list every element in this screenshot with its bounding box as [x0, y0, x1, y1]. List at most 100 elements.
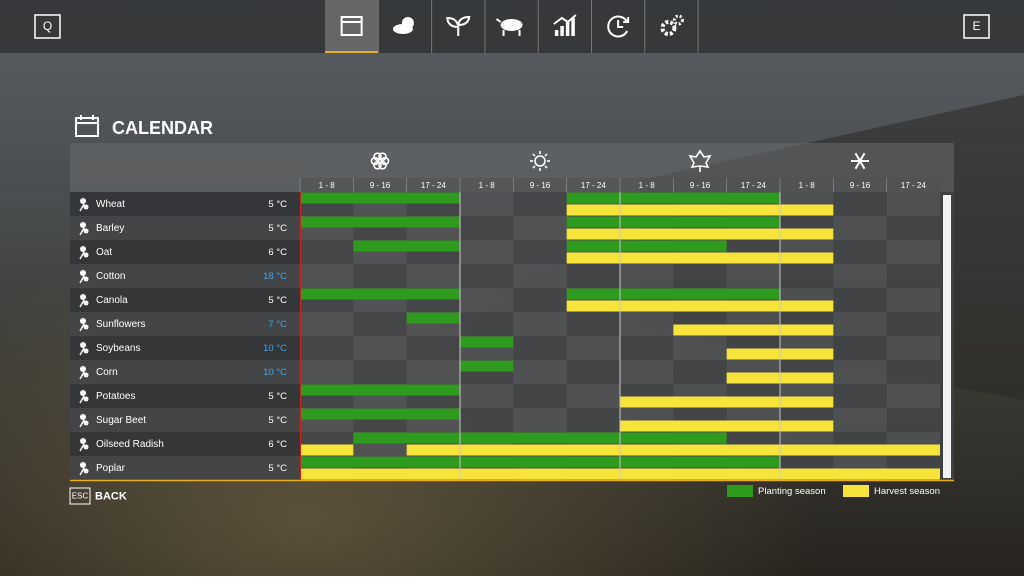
icon — [392, 24, 413, 34]
row-label-bg — [70, 240, 300, 264]
page-title: CALENDAR — [112, 118, 213, 138]
legend-label: Harvest season — [874, 486, 940, 497]
tab[interactable] — [446, 0, 486, 53]
crop-icon — [83, 204, 89, 210]
icon — [607, 15, 630, 38]
tab[interactable] — [553, 0, 592, 53]
planting-bar — [406, 312, 460, 324]
crop-icon — [80, 342, 86, 348]
row-label-bg — [70, 216, 300, 240]
crop-row: Barley 5 °C — [70, 216, 940, 240]
legend-swatch — [727, 485, 753, 497]
cell — [566, 384, 620, 408]
crop-name: Corn — [96, 367, 118, 378]
crop-temperature: 5 °C — [268, 391, 287, 402]
crop-name: Poplar — [96, 463, 126, 474]
crop-icon — [79, 443, 85, 452]
cell — [460, 312, 514, 336]
cell — [513, 408, 567, 432]
crop-icon — [83, 468, 89, 474]
crop-name: Oilseed Radish — [96, 439, 164, 450]
crop-icon — [83, 324, 89, 330]
crop-icon — [83, 372, 89, 378]
cell — [406, 264, 460, 288]
crop-temperature: 5 °C — [268, 223, 287, 234]
crop-row: Soybeans 10 °C — [70, 336, 940, 360]
legend-swatch — [843, 485, 869, 497]
tab[interactable] — [325, 0, 379, 53]
crop-icon — [83, 396, 89, 402]
back-label: BACK — [95, 490, 127, 502]
harvest-bar — [620, 420, 834, 432]
season-icon — [370, 152, 390, 170]
cell — [513, 336, 567, 360]
ray — [544, 153, 548, 157]
cell — [566, 408, 620, 432]
harvest-bar — [620, 396, 834, 408]
back-button[interactable]: ESC BACK — [69, 487, 127, 505]
key-q[interactable]: Q — [34, 14, 61, 39]
crop-row: Canola 5 °C — [70, 288, 940, 312]
key-label: E — [972, 19, 980, 33]
crop-icon — [80, 222, 86, 228]
crop-temperature: 5 °C — [268, 199, 287, 210]
cell — [833, 408, 887, 432]
tab[interactable] — [392, 0, 433, 53]
calendar-grid: 1 - 8 9 - 16 17 - 24 1 - 8 9 - 16 17 - 24 1 - … — [70, 149, 941, 480]
crop-name: Soybeans — [96, 343, 140, 354]
icon — [553, 14, 577, 25]
cell — [460, 192, 514, 216]
period-label: 1 - 8 — [479, 181, 496, 190]
crop-icon — [83, 228, 89, 234]
planting-bar — [566, 216, 780, 228]
cell — [833, 192, 887, 216]
crop-temperature: 5 °C — [268, 295, 287, 306]
cell — [513, 288, 567, 312]
cell — [460, 408, 514, 432]
period-header — [300, 178, 354, 192]
cell — [300, 312, 354, 336]
key-e[interactable]: E — [963, 14, 990, 39]
flake — [854, 152, 866, 170]
leaf — [688, 149, 712, 172]
period-header — [620, 178, 674, 192]
crop-name: Cotton — [96, 271, 125, 282]
cell — [886, 336, 940, 360]
harvest-bar — [566, 252, 834, 264]
cell — [513, 264, 567, 288]
crop-icon — [80, 270, 86, 276]
crop-icon — [83, 420, 89, 426]
crop-icon — [80, 414, 86, 420]
cell — [513, 360, 567, 384]
crop-row: Cotton 18 °C — [70, 264, 940, 288]
icon — [554, 30, 559, 36]
tab[interactable] — [607, 0, 646, 53]
tab[interactable] — [660, 0, 699, 53]
tab[interactable] — [495, 0, 539, 53]
header-corner — [70, 143, 300, 192]
crop-icon — [80, 462, 86, 468]
scrollbar-thumb[interactable] — [943, 195, 951, 478]
cell — [673, 264, 727, 288]
cell — [620, 264, 674, 288]
cell — [566, 264, 620, 288]
period-header — [780, 178, 834, 192]
period-label: 17 - 24 — [741, 181, 766, 190]
icon — [672, 14, 684, 26]
cell — [833, 336, 887, 360]
cell — [566, 312, 620, 336]
period-label: 1 - 8 — [639, 181, 656, 190]
period-label: 1 - 8 — [319, 181, 336, 190]
crop-row: Corn 10 °C — [70, 360, 940, 384]
period-label: 9 - 16 — [530, 181, 551, 190]
cell — [673, 336, 727, 360]
crop-temperature: 6 °C — [268, 247, 287, 258]
season-icon — [851, 152, 869, 170]
crop-icon — [83, 252, 89, 258]
period-header — [406, 178, 460, 192]
harvest-bar — [566, 228, 834, 240]
crop-icon — [80, 198, 86, 204]
cell — [566, 360, 620, 384]
cell — [300, 240, 354, 264]
cell — [353, 360, 407, 384]
